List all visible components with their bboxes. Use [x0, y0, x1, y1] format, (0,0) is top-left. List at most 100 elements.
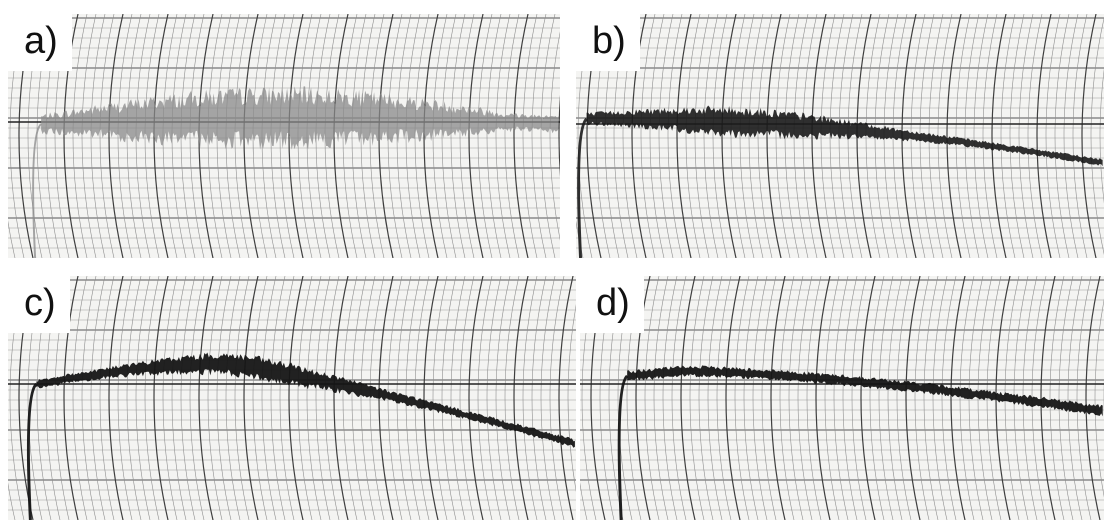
grid-arc	[770, 276, 786, 520]
grid-arc	[676, 14, 692, 258]
grid-arc	[477, 276, 493, 520]
grid-arc	[775, 14, 791, 258]
grid-arc	[766, 14, 782, 258]
panel-label: c)	[8, 276, 70, 333]
grid-arc	[761, 276, 777, 520]
grid-arc	[694, 14, 710, 258]
grid-arc	[631, 14, 647, 258]
grid-arc	[558, 276, 574, 520]
grid-arc	[959, 276, 975, 520]
grid-arc	[234, 14, 250, 258]
grid-arc	[549, 31, 560, 241]
grid-arc	[513, 14, 529, 258]
grid-arc	[270, 276, 286, 520]
grid-arc	[486, 14, 502, 258]
grid-arc	[644, 276, 660, 520]
grid-arc	[640, 14, 656, 258]
grid-arc	[955, 14, 971, 258]
grid-arc	[680, 276, 696, 520]
grid-arc	[288, 14, 304, 258]
grid-arc	[712, 14, 728, 258]
grid-arc	[748, 14, 764, 258]
grid-arc	[342, 14, 358, 258]
grid-arc	[252, 276, 268, 520]
grid-arc	[806, 276, 822, 520]
grid-arc	[649, 14, 665, 258]
grid-arc	[324, 276, 340, 520]
grid-arc	[333, 276, 349, 520]
grid-arc	[423, 276, 439, 520]
grid-arc	[126, 14, 142, 258]
grid-arc	[315, 276, 331, 520]
grid-arc	[658, 14, 674, 258]
grid-arc	[423, 14, 439, 258]
grid-arc	[441, 14, 457, 258]
grid-arc	[567, 304, 576, 492]
grid-arc	[703, 14, 719, 258]
grid-arc	[842, 276, 858, 520]
grid-arc	[432, 276, 448, 520]
grid-arc	[72, 276, 88, 520]
grid-arc	[495, 276, 511, 520]
grid-arc	[1045, 14, 1061, 258]
grid-arc	[108, 14, 124, 258]
grid-arc	[243, 276, 259, 520]
grid-arc	[477, 14, 493, 258]
chart-paper	[576, 14, 1104, 258]
grid-arc	[707, 276, 723, 520]
grid-arc	[730, 14, 746, 258]
grid-arc	[757, 14, 773, 258]
grid-arc	[486, 276, 502, 520]
grid-arc	[811, 14, 827, 258]
grid-arc	[297, 276, 313, 520]
grid-arc	[513, 276, 529, 520]
panel-d: d)	[580, 276, 1104, 520]
grid-arc	[1018, 14, 1034, 258]
grid-arc	[671, 276, 687, 520]
grid-arc	[653, 276, 669, 520]
grid-arc	[1049, 276, 1065, 520]
grid-arc	[90, 276, 106, 520]
grid-arc	[225, 276, 241, 520]
grid-arc	[860, 276, 876, 520]
grid-arc	[1094, 298, 1104, 498]
grid-arc	[1058, 276, 1074, 520]
grid-arc	[531, 14, 547, 258]
grid-arc	[824, 276, 840, 520]
grid-arc	[739, 14, 755, 258]
grid-arc	[261, 276, 277, 520]
grid-arc	[63, 276, 79, 520]
grid-arc	[81, 276, 97, 520]
grid-arc	[865, 14, 881, 258]
grid-arc	[531, 276, 547, 520]
grid-arc	[793, 14, 809, 258]
grid-arc	[117, 14, 133, 258]
chart-paper	[580, 276, 1104, 520]
grid-arc	[549, 276, 565, 520]
grid-arc	[72, 14, 88, 258]
grid-arc	[905, 276, 921, 520]
grid-arc	[667, 14, 683, 258]
grid-arc	[743, 276, 759, 520]
grid-arc	[540, 14, 556, 258]
grid-arc	[689, 276, 705, 520]
grid-arc	[495, 14, 511, 258]
panel-label: d)	[580, 276, 644, 333]
panel-label: a)	[8, 14, 72, 71]
grid-arc	[126, 276, 142, 520]
grid-arc	[964, 14, 980, 258]
grid-arc	[108, 276, 124, 520]
chart-paper	[8, 276, 576, 520]
grid-arc	[162, 276, 178, 520]
grid-arc	[468, 14, 484, 258]
trace-rise	[32, 123, 42, 258]
grid-arc	[369, 276, 385, 520]
grid-arc	[685, 14, 701, 258]
grid-arc	[504, 276, 520, 520]
grid-arc	[982, 14, 998, 258]
grid-arc	[1099, 68, 1104, 204]
grid-arc	[1063, 14, 1079, 258]
trace-rise	[577, 117, 588, 258]
panel-c: c)	[8, 276, 576, 520]
